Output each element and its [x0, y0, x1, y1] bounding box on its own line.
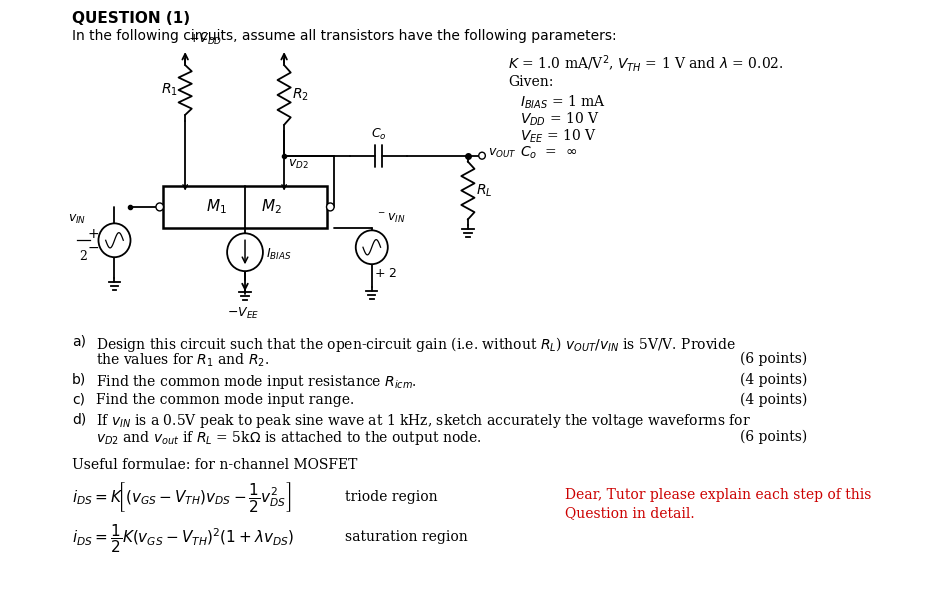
Text: 2: 2 [80, 250, 87, 263]
Text: $R_1$: $R_1$ [160, 82, 177, 98]
Text: $v_{D2}$ and $v_{out}$ if $R_L$ = 5k$\Omega$ is attached to the output node.: $v_{D2}$ and $v_{out}$ if $R_L$ = 5k$\Om… [95, 429, 481, 447]
Text: In the following circuits, assume all transistors have the following parameters:: In the following circuits, assume all tr… [72, 29, 616, 43]
Circle shape [98, 224, 131, 257]
Text: $M_1$: $M_1$ [206, 198, 227, 216]
Text: $C_o$: $C_o$ [370, 127, 386, 142]
Text: the values for $R_1$ and $R_2$.: the values for $R_1$ and $R_2$. [95, 352, 269, 369]
Circle shape [156, 203, 163, 211]
Text: (6 points): (6 points) [739, 352, 806, 366]
Circle shape [355, 230, 387, 264]
Text: $I_{BIAS}$ = 1 mA: $I_{BIAS}$ = 1 mA [519, 94, 605, 111]
Text: $V_{DD}$ = 10 V: $V_{DD}$ = 10 V [519, 111, 599, 128]
Text: $R_2$: $R_2$ [291, 87, 308, 103]
Text: $+\ 2$: $+\ 2$ [374, 267, 397, 280]
Text: $v_{OUT}$: $v_{OUT}$ [488, 147, 515, 160]
Text: Find the common mode input resistance $R_{icm}$.: Find the common mode input resistance $R… [95, 373, 416, 391]
Text: Find the common mode input range.: Find the common mode input range. [95, 392, 353, 406]
Text: QUESTION (1): QUESTION (1) [72, 11, 190, 26]
Text: If $v_{IN}$ is a 0.5V peak to peak sine wave at 1 kHz, sketch accurately the vol: If $v_{IN}$ is a 0.5V peak to peak sine … [95, 412, 750, 430]
Text: $I_{BIAS}$: $I_{BIAS}$ [265, 246, 291, 262]
Text: a): a) [72, 335, 86, 349]
Text: Dear, Tutor please explain each step of this: Dear, Tutor please explain each step of … [565, 488, 870, 502]
Circle shape [478, 152, 485, 159]
Text: $+V_{DD}$: $+V_{DD}$ [188, 32, 222, 47]
Text: $R_L$: $R_L$ [476, 182, 492, 199]
Text: (4 points): (4 points) [739, 373, 806, 387]
Text: saturation region: saturation region [345, 530, 467, 544]
Text: $i_{DS} = \dfrac{1}{2}K(v_{GS}-V_{TH})^2(1+\lambda v_{DS})$: $i_{DS} = \dfrac{1}{2}K(v_{GS}-V_{TH})^2… [72, 522, 294, 555]
Text: $v_{D2}$: $v_{D2}$ [287, 157, 309, 171]
Text: triode region: triode region [345, 490, 438, 504]
Text: $v_{IN}$: $v_{IN}$ [68, 213, 86, 227]
Text: Given:: Given: [508, 75, 553, 89]
Text: (6 points): (6 points) [739, 429, 806, 444]
Text: $C_o$  =  $\infty$: $C_o$ = $\infty$ [519, 145, 577, 161]
Text: Question in detail.: Question in detail. [565, 506, 693, 520]
Text: $-V_{EE}$: $-V_{EE}$ [227, 306, 259, 321]
Text: $i_{DS} = K\!\left[(v_{GS}-V_{TH})v_{DS} - \dfrac{1}{2}v_{DS}^2\right]$: $i_{DS} = K\!\left[(v_{GS}-V_{TH})v_{DS}… [72, 480, 291, 514]
Text: $K$ = 1.0 mA/V$^2$, $V_{TH}$ = 1 V and $\lambda$ = 0.02.: $K$ = 1.0 mA/V$^2$, $V_{TH}$ = 1 V and $… [508, 53, 783, 74]
Bar [163, 186, 326, 228]
Text: −: − [88, 241, 99, 255]
Text: +: + [88, 227, 99, 242]
Circle shape [326, 203, 334, 211]
Text: (4 points): (4 points) [739, 392, 806, 407]
Circle shape [227, 233, 262, 271]
Text: $^-v_{IN}$: $^-v_{IN}$ [375, 211, 404, 225]
Text: c): c) [72, 392, 85, 406]
Text: $M_2$: $M_2$ [260, 198, 282, 216]
Text: b): b) [72, 373, 86, 386]
Text: $V_{EE}$ = 10 V: $V_{EE}$ = 10 V [519, 128, 596, 145]
Text: d): d) [72, 412, 86, 427]
Text: Design this circuit such that the open-circuit gain (i.e. without $R_L$) $v_{OUT: Design this circuit such that the open-c… [95, 335, 735, 354]
Text: Useful formulae: for n-channel MOSFET: Useful formulae: for n-channel MOSFET [72, 459, 357, 472]
